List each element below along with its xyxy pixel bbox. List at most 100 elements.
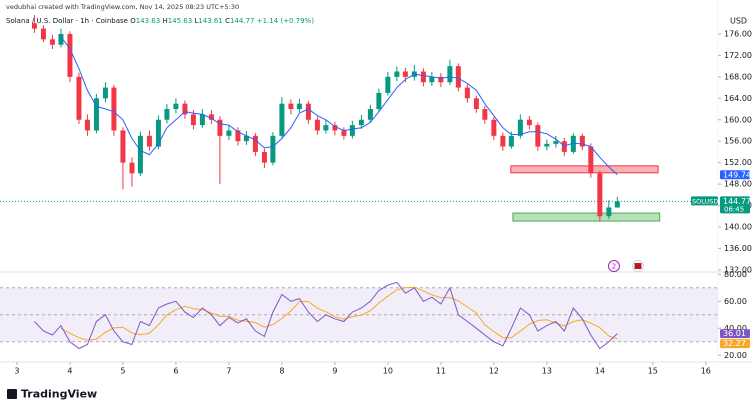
ohlc-label: L <box>194 17 199 25</box>
ohlc-label: O <box>130 17 136 25</box>
candle-body <box>402 71 408 77</box>
candle-body <box>508 135 514 147</box>
candle-body <box>76 76 82 120</box>
logo-mark <box>7 389 17 399</box>
y-tick-label: 148.00 <box>724 180 752 189</box>
candle-body <box>455 66 461 88</box>
candle-body <box>137 135 143 174</box>
y-tick-label: 164.00 <box>724 94 752 103</box>
candle-body <box>314 119 320 131</box>
x-tick-label: 4 <box>67 367 72 376</box>
candle-body <box>208 114 214 120</box>
candle-body <box>358 119 364 126</box>
close-tag: 144.77 <box>723 197 751 206</box>
candle-body <box>261 151 267 163</box>
x-tick-label: 5 <box>120 367 125 376</box>
candle-body <box>31 23 37 29</box>
candle-body <box>447 66 453 83</box>
sma-tag-box <box>720 170 750 180</box>
candle-body <box>482 109 488 120</box>
candle-body <box>93 98 99 131</box>
candle-body <box>394 71 400 77</box>
candle-body <box>279 103 285 136</box>
sma-line <box>60 36 618 176</box>
x-tick-label: 16 <box>701 367 711 376</box>
candle-body <box>517 119 523 136</box>
candle-body <box>385 76 391 93</box>
x-tick-label: 8 <box>279 367 284 376</box>
candle-body <box>561 141 567 152</box>
candle-body <box>84 119 90 131</box>
candle-body <box>270 135 276 163</box>
candle-body <box>40 28 46 40</box>
y-tick-label: 140.00 <box>724 222 752 231</box>
rsi-tag: 36.01 <box>723 329 746 338</box>
sma-tag: 149.74 <box>723 170 751 179</box>
candle-body <box>438 76 444 83</box>
rsi-tick-label: 60.00 <box>724 297 747 306</box>
rsi-line <box>34 281 618 350</box>
candle-body <box>500 135 506 147</box>
y-tick-label: 136.00 <box>724 244 752 253</box>
y-tick-label: 152.00 <box>724 158 752 167</box>
rsi-tick-label: 40.00 <box>724 324 747 333</box>
ohlc-value: 143.61 <box>198 17 223 25</box>
change: +1.14 (+0.79%) <box>256 17 314 25</box>
x-tick-label: 14 <box>595 367 605 376</box>
candle-body <box>332 125 338 131</box>
title: Solana / U.S. Dollar · 1h · Coinbase <box>6 17 128 25</box>
candle-body <box>155 119 161 147</box>
currency: USD <box>730 17 747 26</box>
candle-body <box>341 130 347 136</box>
candle-body <box>305 103 311 120</box>
x-tick-label: 10 <box>383 367 393 376</box>
candle-body <box>614 201 620 208</box>
candle-body <box>226 130 232 136</box>
candle-body <box>173 103 179 110</box>
close-tag-box <box>720 196 750 214</box>
y-tick-label: 160.00 <box>724 115 752 124</box>
candle-body <box>544 143 550 147</box>
candle-body <box>146 135 152 147</box>
x-tick-label: 13 <box>542 367 552 376</box>
zone <box>510 165 659 174</box>
zone <box>512 212 661 222</box>
candle-body <box>535 125 541 147</box>
symbol: SOLUSD <box>692 197 718 205</box>
candle-body <box>120 130 126 163</box>
candle-body <box>606 207 612 217</box>
candle-body <box>67 33 73 77</box>
candle-body <box>58 33 64 45</box>
candle-body <box>349 125 355 136</box>
candle-body <box>296 103 302 110</box>
ohlc-value: 143.63 <box>135 17 161 25</box>
candle-body <box>164 109 170 120</box>
candle-body <box>190 114 196 126</box>
attribution: vedubhai created with TradingView.com, N… <box>6 3 240 11</box>
candle-body <box>288 103 294 110</box>
ohlc-label: H <box>162 17 168 25</box>
candle-body <box>243 135 249 142</box>
candle-body <box>182 103 188 115</box>
candle-body <box>217 119 223 136</box>
x-tick-label: 7 <box>226 367 231 376</box>
candle-body <box>102 87 108 99</box>
candle-body <box>588 146 594 174</box>
candle-body <box>429 76 435 83</box>
candle-body <box>526 119 532 126</box>
ohlc-value: 144.77 <box>229 17 255 25</box>
ohlc-value: 145.63 <box>167 17 193 25</box>
candle-body <box>570 135 576 152</box>
y-tick-label: 156.00 <box>724 137 752 146</box>
x-tick-label: 12 <box>489 367 499 376</box>
candle-body <box>491 119 497 136</box>
candle-body <box>129 162 135 174</box>
x-tick-label: 6 <box>173 367 178 376</box>
legend: Solana / U.S. Dollar · 1h · Coinbase O14… <box>6 17 314 25</box>
candle-body <box>579 135 585 147</box>
candle-body <box>420 71 426 83</box>
candle-body <box>49 39 55 45</box>
ohlc-label: C <box>225 17 230 25</box>
